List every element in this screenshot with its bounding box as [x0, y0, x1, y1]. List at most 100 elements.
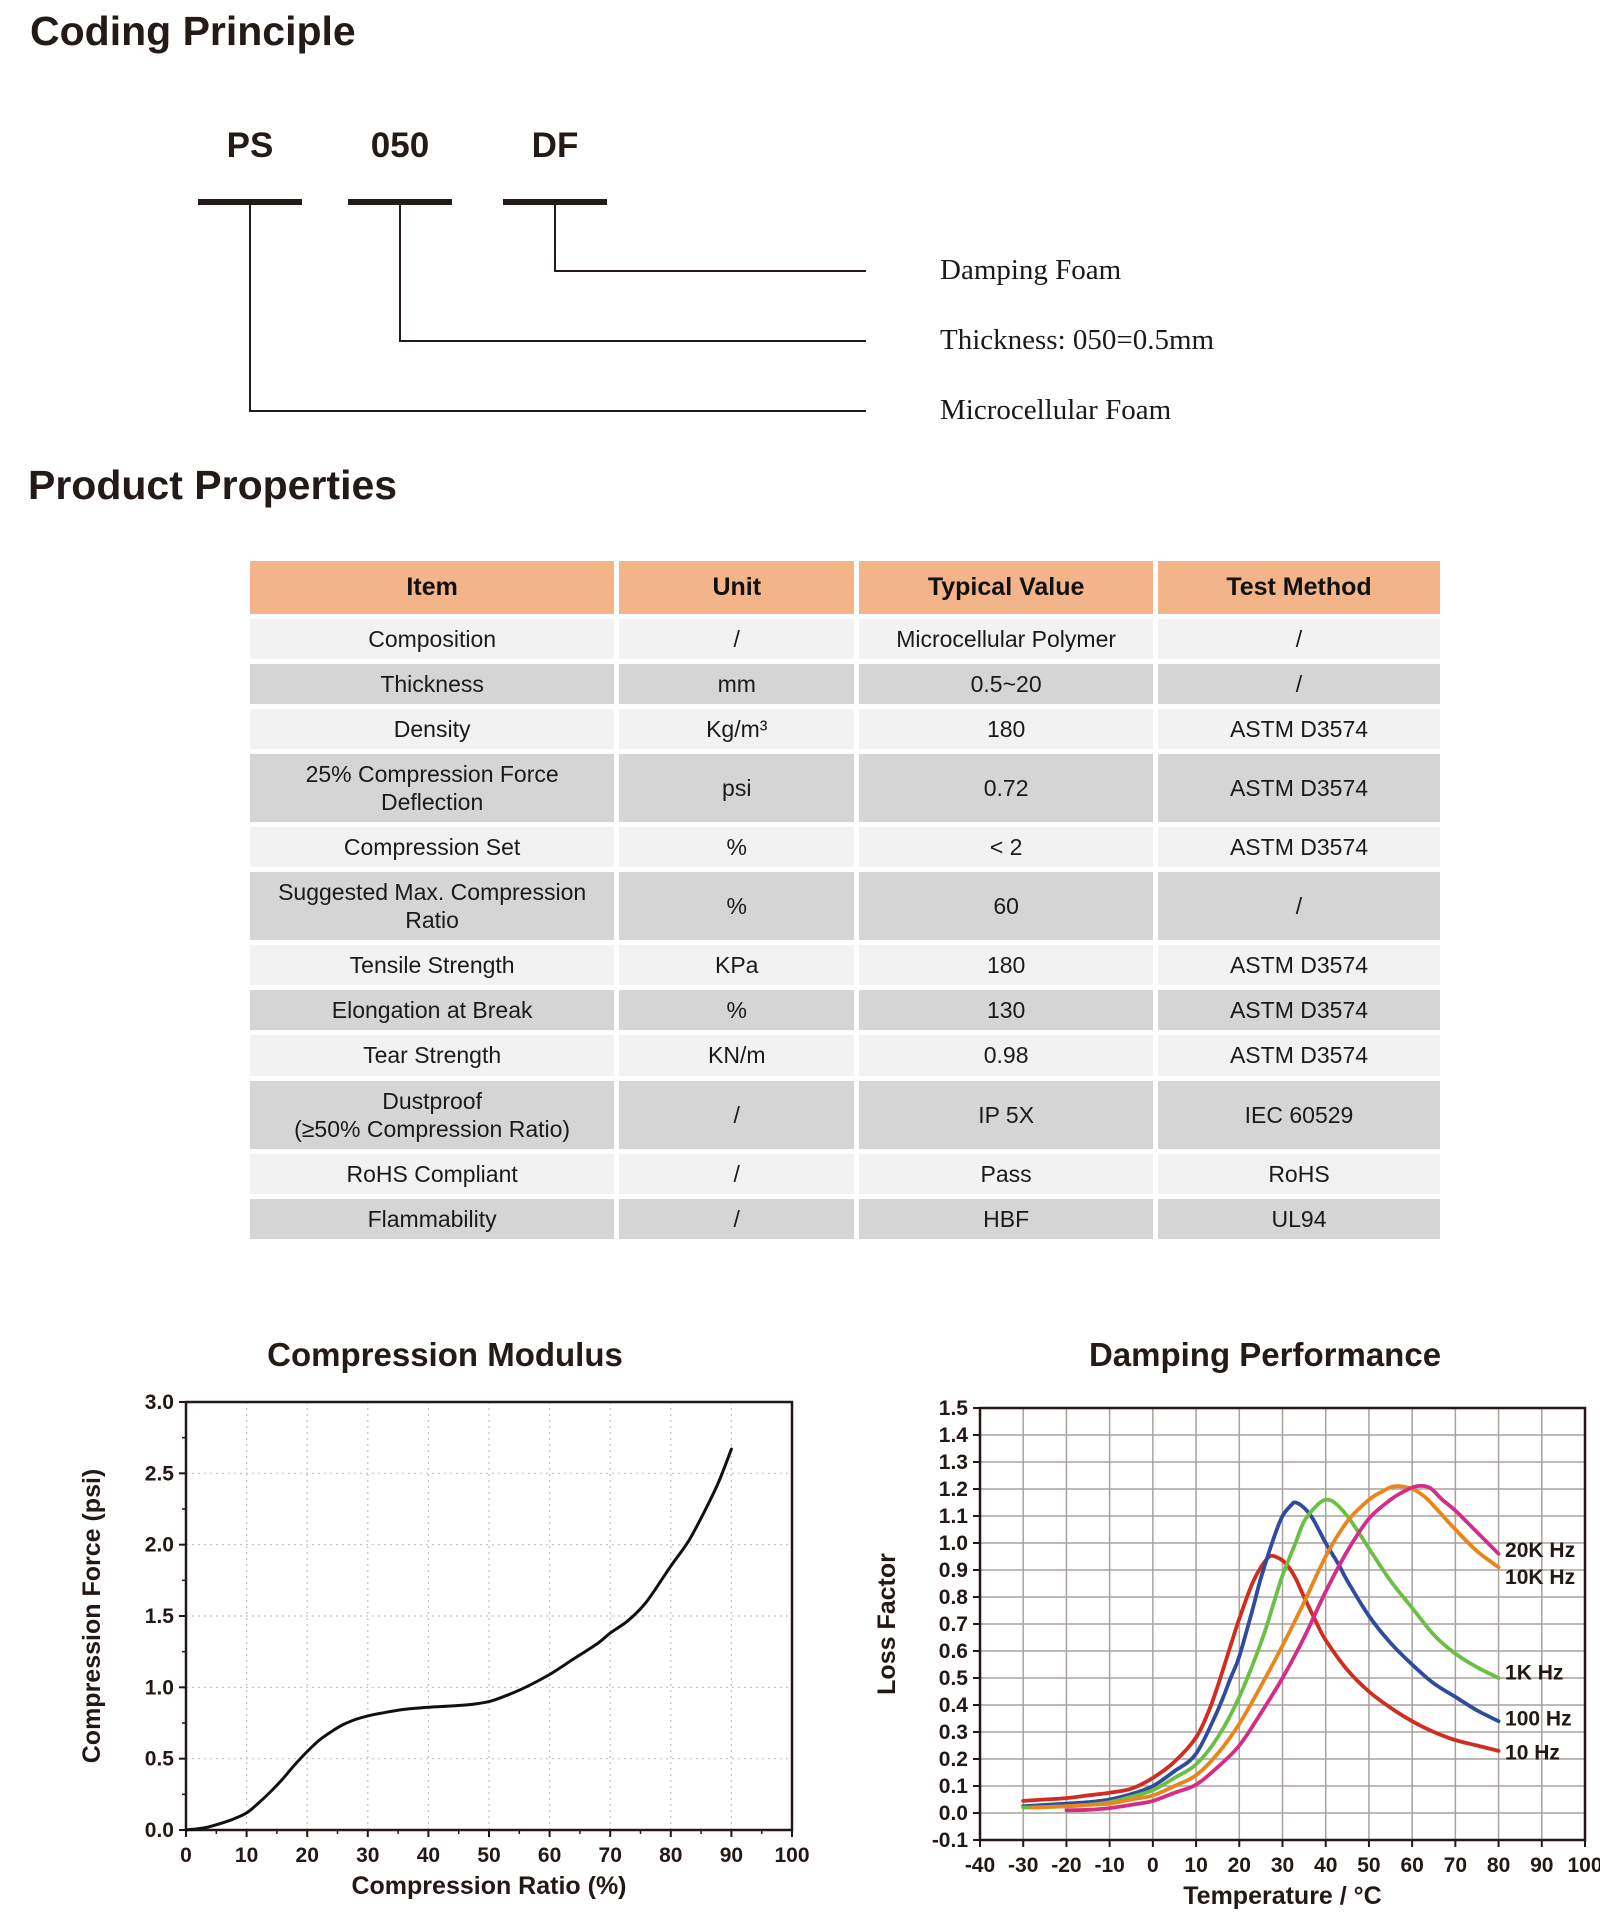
series-1k-hz: [1021, 1497, 1501, 1810]
series-100-hz: [1021, 1500, 1501, 1809]
x-tick-label: 70: [599, 1844, 622, 1867]
x-tick-label: 50: [477, 1844, 500, 1867]
y-tick-label: 0.1: [939, 1775, 969, 1798]
x-tick-label: 90: [720, 1844, 743, 1867]
cell-unit: /: [619, 1080, 855, 1149]
cell-typical-value: 180: [859, 709, 1153, 750]
table-row: Compression Set% < 2 ASTM D3574: [250, 827, 1440, 868]
cell-test-method: /: [1158, 664, 1440, 705]
underline-bar-050: [348, 199, 452, 205]
cell-test-method: ASTM D3574: [1158, 990, 1440, 1031]
cell-unit: Kg/m³: [619, 709, 855, 750]
cell-typical-value: Microcellular Polymer: [859, 619, 1153, 660]
cell-item: RoHS Compliant: [250, 1153, 615, 1194]
y-tick-label: 2.5: [145, 1462, 175, 1485]
damping-performance-chart-title: Damping Performance: [1088, 1336, 1442, 1373]
y-tick-label: 0.5: [939, 1667, 969, 1690]
x-axis-title: Compression Ratio (%): [351, 1872, 626, 1900]
y-tick-label: 0.0: [939, 1802, 968, 1825]
series-label: 1K Hz: [1505, 1662, 1563, 1685]
y-tick-label: 1.2: [939, 1478, 968, 1501]
cell-test-method: ASTM D3574: [1158, 754, 1440, 823]
x-tick-label: 90: [1530, 1854, 1553, 1877]
y-tick-label: 1.0: [939, 1532, 968, 1555]
series-label: 10K Hz: [1505, 1566, 1575, 1589]
x-tick-label: -20: [1051, 1854, 1081, 1877]
table-row: RoHS Compliant / Pass RoHS: [250, 1153, 1440, 1194]
cell-typical-value: < 2: [859, 827, 1153, 868]
x-tick-label: 40: [417, 1844, 440, 1867]
x-tick-label: 80: [659, 1844, 682, 1867]
column-header-unit: Unit: [619, 561, 855, 614]
cell-test-method: UL94: [1158, 1198, 1440, 1239]
series-label: 10 Hz: [1505, 1741, 1560, 1764]
x-tick-label: -10: [1094, 1854, 1124, 1877]
cell-item: 25% Compression Force Deflection: [250, 754, 615, 823]
series-20k-hz: [1064, 1483, 1501, 1813]
y-tick-label: 1.5: [145, 1605, 175, 1628]
y-tick-label: 0.6: [939, 1640, 968, 1663]
cell-item: Tensile Strength: [250, 945, 615, 986]
x-tick-label: -40: [965, 1854, 995, 1877]
cell-typical-value: 60: [859, 872, 1153, 941]
cell-test-method: RoHS: [1158, 1153, 1440, 1194]
table-row: Thickness mm 0.5~20/: [250, 664, 1440, 705]
x-tick-label: 60: [538, 1844, 561, 1867]
cell-unit: KN/m: [619, 1035, 855, 1076]
cell-test-method: /: [1158, 619, 1440, 660]
x-tick-label: 30: [1271, 1854, 1294, 1877]
y-tick-label: 3.0: [145, 1391, 174, 1414]
table-row: Tensile Strength KPa 180 ASTM D3574: [250, 945, 1440, 986]
series-label: 20K Hz: [1505, 1539, 1575, 1562]
cell-item: Density: [250, 709, 615, 750]
table-row: Composition / Microcellular Polymer /: [250, 619, 1440, 660]
cell-item: Flammability: [250, 1198, 615, 1239]
code-segment-050: 050: [370, 126, 430, 165]
x-tick-label: 100: [1567, 1854, 1600, 1877]
compression-modulus-chart-title: Compression Modulus: [267, 1336, 623, 1373]
cell-unit: %: [619, 990, 855, 1031]
x-tick-label: 20: [296, 1844, 319, 1867]
x-tick-label: -30: [1008, 1854, 1038, 1877]
y-tick-label: 0.3: [939, 1721, 968, 1744]
x-axis-title: Temperature / °C: [1183, 1882, 1381, 1910]
cell-unit: %: [619, 827, 855, 868]
series-compression-curve: [184, 1447, 733, 1832]
y-tick-label: 0.0: [145, 1819, 174, 1842]
y-tick-label: 0.8: [939, 1586, 969, 1609]
cell-item: Compression Set: [250, 827, 615, 868]
cell-typical-value: 180: [859, 945, 1153, 986]
cell-item: Composition: [250, 619, 615, 660]
cell-test-method: IEC 60529: [1158, 1080, 1440, 1149]
table-row: Density Kg/m³ 180 ASTM D3574: [250, 709, 1440, 750]
cell-test-method: ASTM D3574: [1158, 827, 1440, 868]
connector-line-ps: [249, 205, 866, 412]
cell-item: Tear Strength: [250, 1035, 615, 1076]
code-meaning-microcellular-foam: Microcellular Foam: [940, 393, 1172, 426]
x-tick-label: 70: [1444, 1854, 1467, 1877]
code-meaning-damping-foam: Damping Foam: [940, 253, 1122, 286]
column-header-item: Item: [250, 561, 615, 614]
cell-typical-value: IP 5X: [859, 1080, 1153, 1149]
connector-line-050: [399, 205, 866, 342]
y-tick-label: 0.5: [145, 1748, 175, 1771]
x-tick-label: 0: [1147, 1854, 1159, 1877]
cell-item: Suggested Max. Compression Ratio: [250, 872, 615, 941]
connector-line-df: [554, 205, 866, 272]
x-tick-label: 0: [180, 1844, 192, 1867]
cell-unit: KPa: [619, 945, 855, 986]
cell-unit: psi: [619, 754, 855, 823]
y-tick-label: 0.4: [939, 1694, 969, 1717]
cell-typical-value: 0.5~20: [859, 664, 1153, 705]
cell-typical-value: Pass: [859, 1153, 1153, 1194]
cell-test-method: /: [1158, 872, 1440, 941]
y-tick-label: 1.0: [145, 1676, 174, 1699]
x-tick-label: 100: [774, 1844, 809, 1867]
cell-typical-value: 0.72: [859, 754, 1153, 823]
code-segment-ps: PS: [226, 126, 274, 165]
damping-performance-chart: -40 -30 -20 -10 0 10 20 30 40 50 60 70 80 90 100 -0.1 0.…: [873, 1397, 1600, 1910]
cell-test-method: ASTM D3574: [1158, 1035, 1440, 1076]
cell-typical-value: 130: [859, 990, 1153, 1031]
product-properties-table: Item Unit Typical Value Test Method Composi…: [245, 556, 1445, 1244]
x-tick-label: 60: [1400, 1854, 1423, 1877]
